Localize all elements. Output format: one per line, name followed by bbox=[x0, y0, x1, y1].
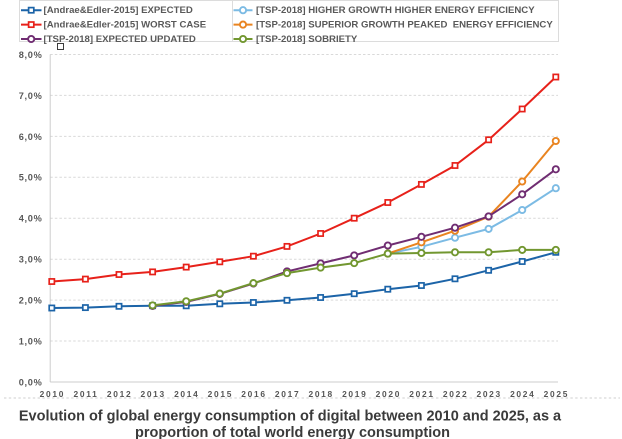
svg-text:0,0%: 0,0% bbox=[19, 378, 43, 388]
svg-text:2024: 2024 bbox=[510, 389, 535, 399]
svg-text:[TSP-2018] SOBRIETY: [TSP-2018] SOBRIETY bbox=[256, 34, 358, 45]
svg-text:2010: 2010 bbox=[40, 389, 65, 399]
svg-text:2022: 2022 bbox=[443, 389, 468, 399]
svg-text:4,0%: 4,0% bbox=[19, 214, 43, 224]
svg-text:2025: 2025 bbox=[544, 389, 569, 399]
svg-text:2015: 2015 bbox=[208, 389, 233, 399]
svg-text:Evolution of global energy con: Evolution of global energy consumption o… bbox=[19, 409, 562, 425]
svg-text:2011: 2011 bbox=[74, 389, 99, 399]
svg-text:2016: 2016 bbox=[241, 389, 266, 399]
svg-text:[Andrae&Edler-2015] WORST CASE: [Andrae&Edler-2015] WORST CASE bbox=[44, 20, 207, 31]
svg-text:2021: 2021 bbox=[409, 389, 434, 399]
svg-text:[TSP-2018] EXPECTED UPDATED: [TSP-2018] EXPECTED UPDATED bbox=[44, 34, 196, 45]
svg-text:1,0%: 1,0% bbox=[19, 336, 43, 346]
svg-text:8,0%: 8,0% bbox=[19, 50, 43, 60]
svg-text:2,0%: 2,0% bbox=[19, 296, 43, 306]
svg-text:6,0%: 6,0% bbox=[19, 132, 43, 142]
svg-text:2019: 2019 bbox=[342, 389, 367, 399]
svg-text:2012: 2012 bbox=[107, 389, 132, 399]
svg-text:2017: 2017 bbox=[275, 389, 300, 399]
svg-text:2018: 2018 bbox=[308, 389, 333, 399]
svg-text:5,0%: 5,0% bbox=[19, 173, 43, 183]
svg-text:[Andrae&Edler-2015] EXPECTED: [Andrae&Edler-2015] EXPECTED bbox=[44, 5, 193, 16]
svg-text:2020: 2020 bbox=[376, 389, 401, 399]
svg-text:[TSP-2018] SUPERIOR GROWTH PEA: [TSP-2018] SUPERIOR GROWTH PEAKED ENERGY… bbox=[256, 20, 553, 31]
svg-text:[TSP-2018] HIGHER GROWTH HIGHE: [TSP-2018] HIGHER GROWTH HIGHER ENERGY E… bbox=[256, 5, 535, 16]
svg-text:proportion of total world ener: proportion of total world energy consump… bbox=[135, 425, 450, 439]
svg-text:3,0%: 3,0% bbox=[19, 255, 43, 265]
svg-text:2013: 2013 bbox=[140, 389, 165, 399]
svg-text:2023: 2023 bbox=[476, 389, 501, 399]
svg-text:7,0%: 7,0% bbox=[19, 91, 43, 101]
svg-text:2014: 2014 bbox=[174, 389, 199, 399]
